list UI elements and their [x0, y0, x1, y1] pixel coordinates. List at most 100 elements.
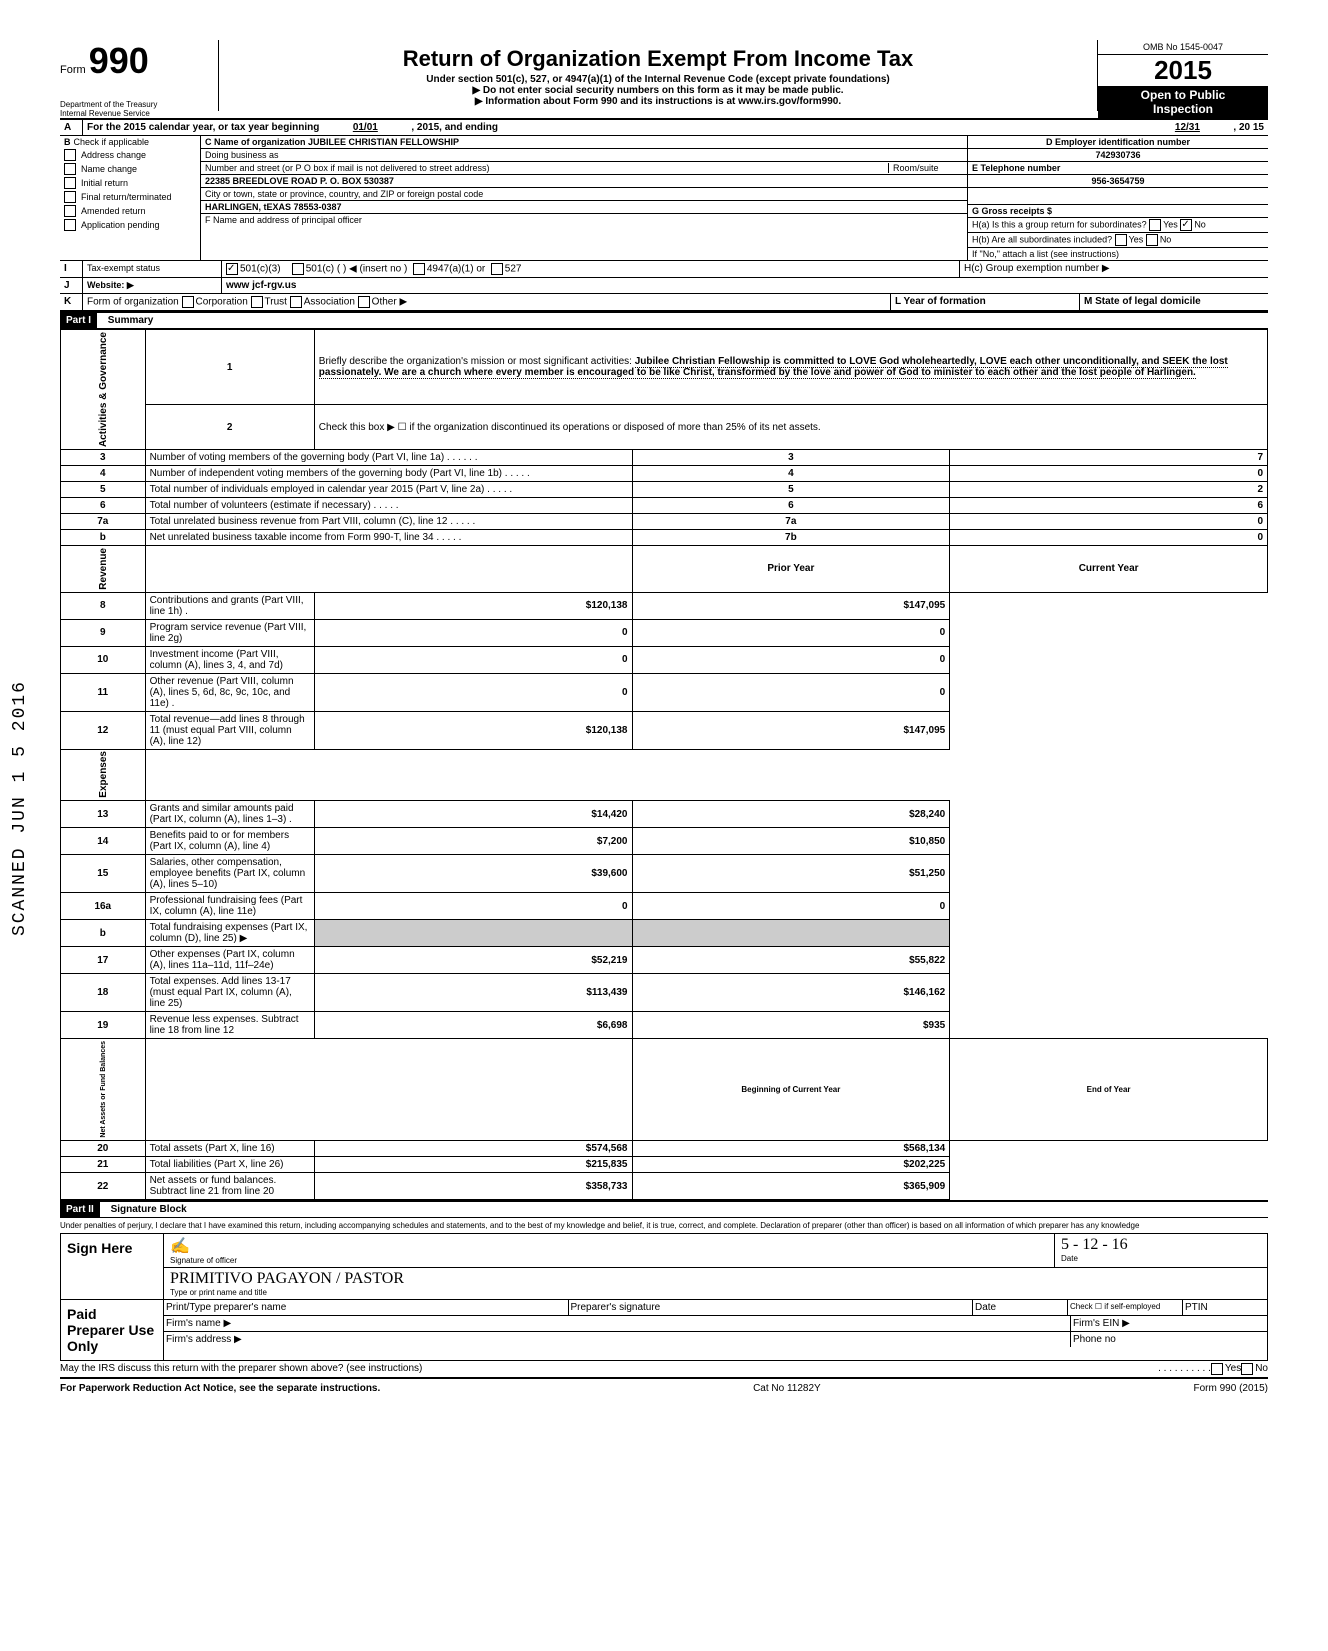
- name-change-checkbox[interactable]: [64, 163, 76, 175]
- row-num: 11: [61, 673, 146, 711]
- discuss-no-checkbox[interactable]: [1241, 1363, 1253, 1375]
- city-state-zip: HARLINGEN, tEXAS 78553-0387: [201, 201, 967, 214]
- omb-number: OMB No 1545-0047: [1098, 40, 1268, 55]
- other-label: Other ▶: [372, 297, 407, 308]
- amended-return-label: Amended return: [81, 206, 146, 216]
- ha-no-checkbox[interactable]: [1180, 219, 1192, 231]
- row-prior: $39,600: [314, 855, 632, 893]
- ha-yes-checkbox[interactable]: [1149, 219, 1161, 231]
- exp-vlabel: Expenses: [61, 749, 146, 801]
- tax-year-end: 12/31: [1147, 122, 1227, 133]
- 501c3-checkbox[interactable]: [226, 263, 238, 275]
- subtitle-2: ▶ Do not enter social security numbers o…: [227, 85, 1089, 96]
- row-text: Investment income (Part VIII, column (A)…: [145, 646, 314, 673]
- sig-date-label: Date: [1061, 1254, 1261, 1263]
- row-text: Total unrelated business revenue from Pa…: [145, 514, 632, 530]
- part1-header: Part I: [60, 313, 97, 328]
- open-public-2: Inspection: [1100, 102, 1266, 116]
- line2-text: Check this box ▶ ☐ if the organization d…: [314, 405, 1267, 450]
- hb-no-checkbox[interactable]: [1146, 234, 1158, 246]
- corp-label: Corporation: [196, 297, 248, 308]
- row-num: 22: [61, 1173, 146, 1200]
- other-checkbox[interactable]: [358, 296, 370, 308]
- sig-date-value: 5 - 12 - 16: [1061, 1236, 1261, 1254]
- row-current: $147,095: [632, 711, 950, 749]
- hb-yes-checkbox[interactable]: [1115, 234, 1127, 246]
- firm-ein-label: Firm's EIN ▶: [1071, 1316, 1267, 1331]
- firm-name-label: Firm's name ▶: [164, 1316, 1071, 1331]
- ptin-label: PTIN: [1183, 1300, 1267, 1315]
- initial-return-label: Initial return: [81, 178, 128, 188]
- org-name: JUBILEE CHRISTIAN FELLOWSHIP: [308, 137, 459, 147]
- row-current: 0: [632, 673, 950, 711]
- row-num: 7a: [61, 514, 146, 530]
- ha-no: No: [1194, 219, 1206, 229]
- 501c-insert: ) ◀ (insert no ): [343, 264, 407, 275]
- row-key: 7b: [632, 530, 950, 546]
- final-return-checkbox[interactable]: [64, 191, 76, 203]
- row-text: Total expenses. Add lines 13-17 (must eq…: [145, 974, 314, 1012]
- self-employed-label: Check ☐ if self-employed: [1068, 1300, 1183, 1315]
- row-num: 8: [61, 592, 146, 619]
- 4947-checkbox[interactable]: [413, 263, 425, 275]
- application-pending-checkbox[interactable]: [64, 219, 76, 231]
- 527-checkbox[interactable]: [491, 263, 503, 275]
- dba-label: Doing business as: [201, 149, 967, 162]
- prior-year-header: Prior Year: [632, 546, 950, 593]
- discuss-yes-checkbox[interactable]: [1211, 1363, 1223, 1375]
- website-value: www jcf-rgv.us: [222, 278, 1268, 293]
- trust-checkbox[interactable]: [251, 296, 263, 308]
- row-num: 4: [61, 466, 146, 482]
- row-prior: $7,200: [314, 828, 632, 855]
- gov-vlabel: Activities & Governance: [61, 330, 146, 450]
- row-current: $55,822: [632, 947, 950, 974]
- row-text: Contributions and grants (Part VIII, lin…: [145, 592, 314, 619]
- row-current: $51,250: [632, 855, 950, 893]
- discuss-yes: Yes: [1225, 1363, 1241, 1375]
- address-change-checkbox[interactable]: [64, 149, 76, 161]
- year-prefix: 20: [1154, 55, 1183, 85]
- current-year-header: Current Year: [950, 546, 1268, 593]
- ha-label: H(a) Is this a group return for subordin…: [972, 219, 1147, 229]
- row-num: 19: [61, 1012, 146, 1039]
- row-prior: $358,733: [314, 1173, 632, 1200]
- row-num: 18: [61, 974, 146, 1012]
- hb-label: H(b) Are all subordinates included?: [972, 234, 1112, 244]
- row-num: 21: [61, 1157, 146, 1173]
- form-title: Return of Organization Exempt From Incom…: [227, 46, 1089, 72]
- perjury-text: Under penalties of perjury, I declare th…: [60, 1218, 1268, 1233]
- end-year-header: End of Year: [950, 1039, 1268, 1141]
- footer-left: For Paperwork Reduction Act Notice, see …: [60, 1383, 380, 1394]
- amended-return-checkbox[interactable]: [64, 205, 76, 217]
- row-num: 9: [61, 619, 146, 646]
- irs-label: Internal Revenue Service: [60, 109, 210, 118]
- 501c-checkbox[interactable]: [292, 263, 304, 275]
- b-label: B: [64, 137, 71, 147]
- row-current: $202,225: [632, 1157, 950, 1173]
- 4947-label: 4947(a)(1) or: [427, 264, 485, 275]
- row-val: 6: [950, 498, 1268, 514]
- row-num: 5: [61, 482, 146, 498]
- row-prior: 0: [314, 673, 632, 711]
- row-text: Net assets or fund balances. Subtract li…: [145, 1173, 314, 1200]
- hc-label: H(c) Group exemption number ▶: [960, 261, 1268, 277]
- g-label: G Gross receipts $: [968, 205, 1268, 218]
- assoc-checkbox[interactable]: [290, 296, 302, 308]
- initial-return-checkbox[interactable]: [64, 177, 76, 189]
- corp-checkbox[interactable]: [182, 296, 194, 308]
- row-val: 2: [950, 482, 1268, 498]
- hb-note: If "No," attach a list (see instructions…: [968, 248, 1268, 260]
- part1-title: Summary: [100, 315, 154, 326]
- row-current: 0: [632, 646, 950, 673]
- row-text: Grants and similar amounts paid (Part IX…: [145, 801, 314, 828]
- rev-vlabel: Revenue: [61, 546, 146, 593]
- tax-exempt-label: Tax-exempt status: [83, 261, 222, 277]
- year-value: 15: [1183, 55, 1212, 85]
- row-text: Total assets (Part X, line 16): [145, 1141, 314, 1157]
- discuss-no: No: [1255, 1363, 1268, 1375]
- part2-header: Part II: [60, 1202, 100, 1217]
- beg-year-header: Beginning of Current Year: [632, 1039, 950, 1141]
- row-val: 0: [950, 514, 1268, 530]
- row-current: $28,240: [632, 801, 950, 828]
- row-prior: $14,420: [314, 801, 632, 828]
